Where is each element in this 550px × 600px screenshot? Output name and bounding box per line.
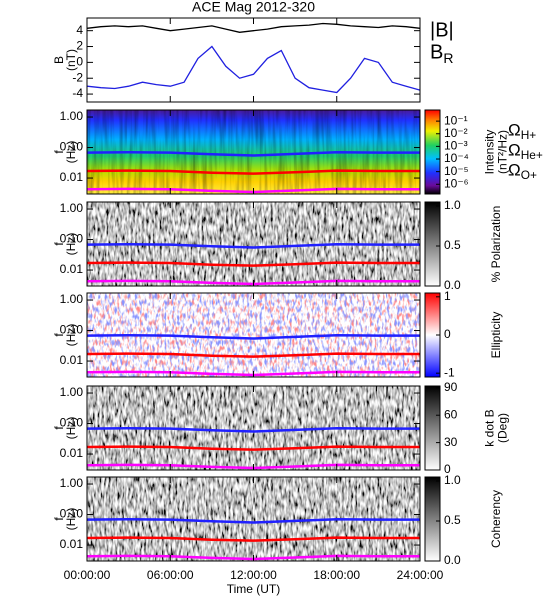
colorbar-tick-label: 0.0: [444, 553, 461, 567]
x-tick-label: 06:00:00: [147, 568, 194, 582]
colorbar-tick-label: 0.5: [444, 513, 461, 527]
y-tick-label: 0.01: [60, 537, 84, 551]
x-tick-label: 24:00:00: [397, 568, 444, 582]
y-axis-label: (Hz): [64, 508, 78, 531]
x-tick-label: 00:00:00: [64, 568, 111, 582]
series-line: [86, 445, 420, 451]
colorbar: [424, 201, 441, 287]
colorbar-tick-label: 0: [444, 327, 451, 341]
series-line: [86, 518, 420, 524]
y-tick-label: 0.10: [60, 416, 84, 430]
y-tick-label: 1.00: [60, 109, 84, 123]
y-tick-label: 0.10: [60, 140, 84, 154]
y-axis-label: f: [52, 242, 66, 246]
y-tick-label: 0.10: [60, 323, 84, 337]
x-axis-label: Time (UT): [227, 582, 281, 596]
y-axis-label: (Hz): [64, 417, 78, 440]
colorbar-tick-label: 30: [444, 435, 458, 449]
y-axis-label: (Hz): [64, 324, 78, 347]
series-line: [86, 243, 420, 249]
colorbar: [424, 109, 441, 195]
y-axis-label: f: [52, 517, 66, 521]
colorbar-label: (nT²/Hz): [496, 130, 510, 174]
colorbar-label: Intensity: [483, 130, 497, 175]
colorbar-tick-label: 0: [444, 462, 451, 476]
legend-label: ΩH+: [508, 120, 536, 142]
y-tick-label: 0.01: [60, 446, 84, 460]
y-tick-label: 0.01: [60, 170, 84, 184]
y-tick-label: 0.10: [60, 232, 84, 246]
y-axis-label: f: [52, 426, 66, 430]
colorbar-label: k dot B: [483, 409, 497, 446]
x-tick-label: 12:00:00: [230, 568, 277, 582]
colorbar-tick-label: 90: [444, 380, 458, 394]
y-tick-label: -2: [72, 70, 83, 84]
series-line: [86, 427, 420, 433]
y-axis-label: f: [52, 150, 66, 154]
series-line: [86, 334, 420, 340]
chart-title: ACE Mag 2012-320: [192, 0, 315, 15]
colorbar-tick-label: 10⁻²: [444, 126, 468, 140]
legend-label: |B|: [430, 19, 454, 41]
y-tick-label: 0.01: [60, 262, 84, 276]
y-tick-label: 1.00: [60, 201, 84, 215]
colorbar-tick-label: 1: [444, 289, 451, 303]
legend-label: BR: [430, 41, 453, 65]
y-tick-label: 0: [76, 55, 83, 69]
colorbar-label: % Polarization: [489, 206, 503, 283]
series-line: [86, 169, 420, 175]
series-line: [86, 261, 420, 267]
y-tick-label: 4: [76, 23, 83, 37]
colorbar-tick-label: 0.5: [444, 238, 461, 252]
series-line: [86, 45, 421, 94]
colorbar-tick-label: 60: [444, 407, 458, 421]
colorbar-label: Ellipticity: [489, 312, 503, 359]
colorbar: [424, 476, 441, 562]
y-axis-label: f: [52, 333, 66, 337]
legend-label: ΩHe+: [508, 140, 543, 162]
y-tick-label: -4: [72, 86, 83, 100]
colorbar-tick-label: 10⁻¹: [444, 113, 468, 127]
y-tick-label: 0.10: [60, 507, 84, 521]
y-tick-label: 2: [76, 39, 83, 53]
x-tick-label: 18:00:00: [313, 568, 360, 582]
y-tick-label: 1.00: [60, 385, 84, 399]
series-line: [86, 22, 421, 33]
y-axis-label: (nT): [64, 49, 78, 71]
series-line: [86, 352, 420, 358]
y-tick-label: 1.00: [60, 476, 84, 490]
y-axis-label: B: [52, 56, 66, 64]
colorbar-tick-label: 10⁻⁴: [444, 151, 469, 165]
series-line: [86, 536, 420, 542]
colorbar-tick-label: 10⁻⁶: [444, 176, 469, 190]
colorbar-tick-label: 0.0: [444, 278, 461, 292]
y-tick-label: 1.00: [60, 292, 84, 306]
colorbar-tick-label: -1: [444, 365, 455, 379]
colorbar-tick-label: 1.0: [444, 198, 461, 212]
colorbar-tick-label: 10⁻⁵: [444, 164, 469, 178]
y-axis-label: (Hz): [64, 141, 78, 164]
legend-label: ΩO+: [508, 160, 537, 182]
colorbar-label: (Deg): [496, 413, 510, 443]
colorbar-tick-label: 1.0: [444, 473, 461, 487]
colorbar: [424, 385, 441, 471]
y-axis-label: (Hz): [64, 233, 78, 256]
y-tick-label: 0.01: [60, 353, 84, 367]
series-line: [86, 151, 420, 157]
colorbar-tick-label: 10⁻³: [444, 139, 468, 153]
colorbar-label: Coherency: [489, 490, 503, 548]
